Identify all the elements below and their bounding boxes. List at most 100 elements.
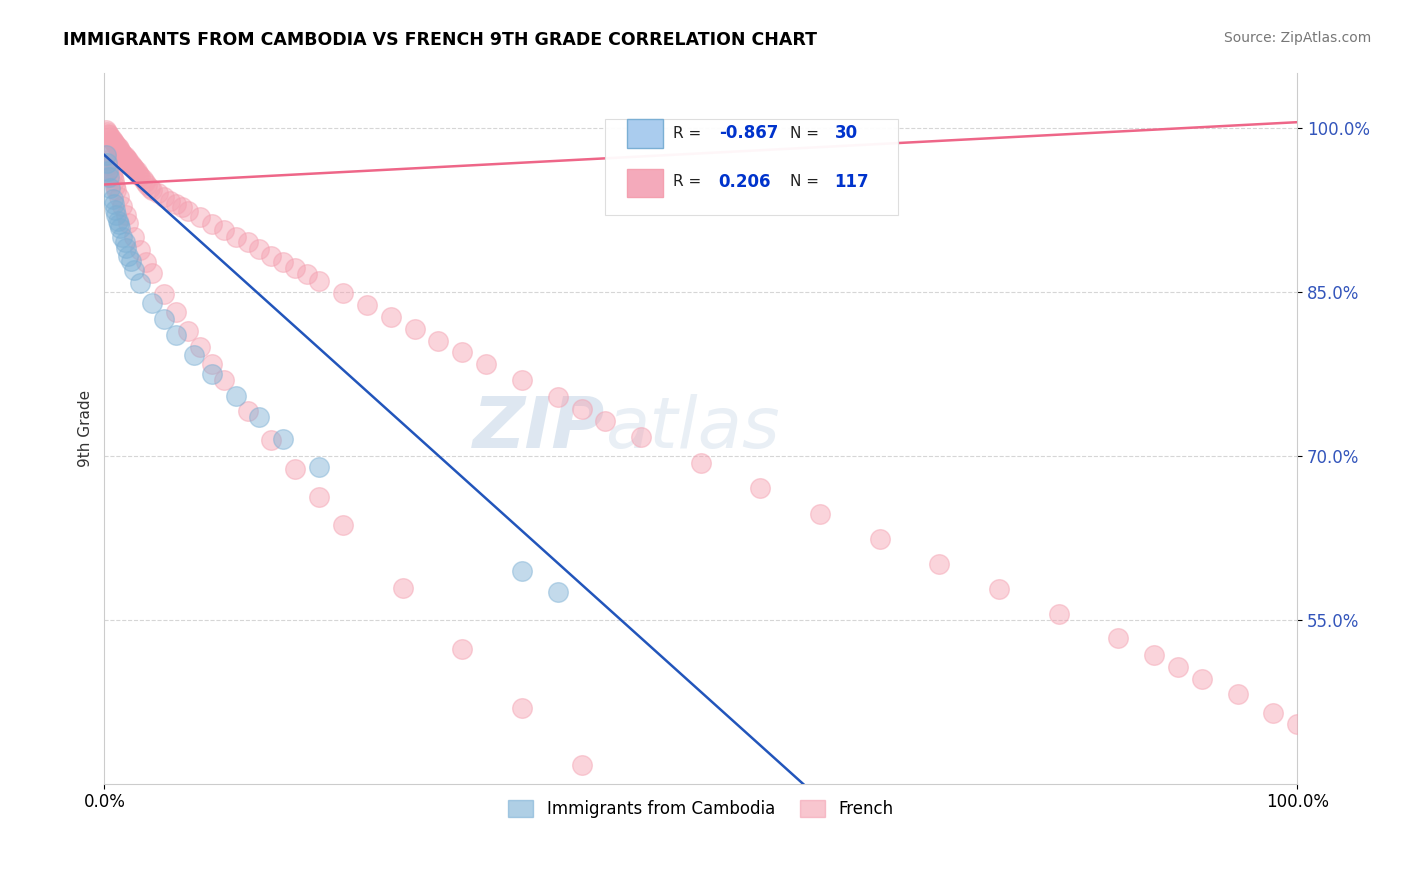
Point [451,642,474,657]
Point [165,305,187,319]
Point [115,241,138,255]
Point [510,564,533,578]
Point [1286,716,1309,731]
Point [225,230,247,244]
Point [510,373,533,387]
Text: 117: 117 [834,173,869,191]
Text: ZIP: ZIP [472,394,606,463]
Text: Source: ZipAtlas.com: Source: ZipAtlas.com [1223,31,1371,45]
Point [177,324,200,338]
Point [122,161,145,175]
Point [129,243,152,257]
Point [689,865,711,880]
Point [183,348,205,362]
Point [1263,706,1285,720]
Point [111,147,134,161]
Point [100,131,122,145]
Point [96,125,118,139]
Point [153,286,176,301]
Point [141,295,163,310]
Point [236,235,259,250]
Point [356,298,378,312]
Point [201,357,224,371]
Point [101,134,124,148]
Point [96,155,118,169]
Point [98,162,121,177]
Point [236,404,259,418]
Point [115,153,138,167]
Point [427,334,450,348]
Point [107,213,129,227]
Point [1191,672,1213,686]
Point [141,183,163,197]
Legend: Immigrants from Cambodia, French: Immigrants from Cambodia, French [502,794,900,825]
FancyBboxPatch shape [606,120,897,215]
Point [104,202,127,217]
Point [271,255,294,269]
Point [120,254,142,268]
Point [122,262,145,277]
Point [110,145,132,159]
Point [295,267,318,281]
Point [869,532,891,546]
Point [689,456,711,470]
FancyBboxPatch shape [627,169,662,197]
Point [404,322,426,336]
Point [114,149,136,163]
Point [98,158,121,172]
Point [105,208,128,222]
Point [107,189,129,203]
Point [595,414,617,428]
Point [129,276,152,290]
Point [136,178,159,192]
Point [101,169,124,184]
Text: atlas: atlas [606,394,780,463]
Point [153,189,176,203]
Point [928,557,950,571]
Text: N =: N = [790,126,824,141]
Point [115,151,138,165]
Point [94,148,117,162]
Point [117,216,139,230]
Point [188,211,211,225]
Point [117,249,139,263]
Point [112,148,135,162]
Point [108,144,131,158]
Point [96,148,118,162]
Point [128,168,150,182]
Point [105,183,128,197]
Point [100,167,122,181]
Point [380,310,402,324]
Point [107,217,129,231]
Point [134,175,156,189]
Point [225,388,247,402]
Point [138,181,160,195]
Point [201,367,224,381]
Text: R =: R = [673,126,706,141]
Text: 30: 30 [834,124,858,143]
Point [153,312,176,326]
Point [475,357,498,371]
Point [105,138,128,153]
Point [170,201,193,215]
Point [114,235,136,250]
Point [547,585,569,599]
Point [249,410,271,425]
Point [188,341,211,355]
Point [630,813,652,827]
Point [94,123,117,137]
Point [284,260,307,275]
Point [391,581,413,595]
Text: N =: N = [790,174,824,189]
Point [104,136,127,151]
Point [97,164,120,178]
Point [122,230,145,244]
Point [1107,632,1129,646]
Point [135,255,157,269]
Point [98,169,121,184]
Point [1143,648,1166,662]
Point [332,517,354,532]
Point [98,128,121,143]
Point [284,462,307,476]
Point [510,701,533,715]
